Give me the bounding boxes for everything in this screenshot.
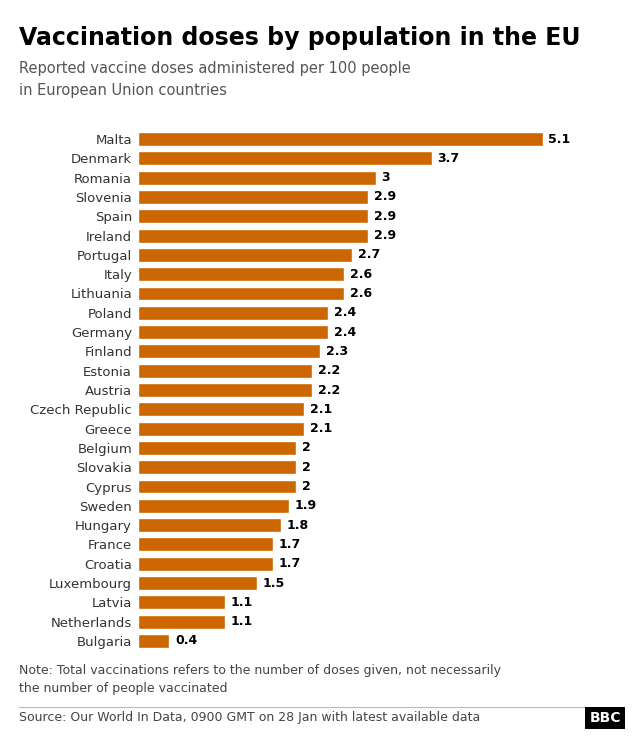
Text: 2.9: 2.9 [374,190,396,203]
Text: 2.1: 2.1 [310,403,332,416]
Bar [138,229,368,242]
Text: BBC: BBC [589,711,621,725]
Text: 2.6: 2.6 [349,268,372,280]
Text: 0.4: 0.4 [175,634,197,647]
Bar [138,190,368,204]
Text: 2.4: 2.4 [334,326,356,338]
Bar [138,286,344,301]
Bar [138,209,368,224]
Bar [138,364,312,378]
Text: 1.8: 1.8 [286,518,308,532]
Text: 2: 2 [302,480,311,493]
Bar [138,556,273,571]
Bar [138,441,296,454]
Text: 5.1: 5.1 [548,133,571,146]
Bar [138,499,289,513]
Text: 2.7: 2.7 [358,248,380,262]
Bar [138,152,431,165]
Bar [138,538,273,551]
Text: 2.4: 2.4 [334,306,356,320]
Text: 1.7: 1.7 [278,557,300,570]
Text: 2.6: 2.6 [349,287,372,300]
Text: 3.7: 3.7 [437,152,460,165]
Text: 2.2: 2.2 [318,364,340,377]
Text: 2.3: 2.3 [326,345,348,358]
Text: 1.1: 1.1 [230,596,253,609]
Bar [138,460,296,474]
Bar [138,596,225,609]
Bar [138,576,257,590]
Text: 2: 2 [302,460,311,474]
Text: 2.9: 2.9 [374,210,396,223]
Bar [138,402,305,416]
Text: 1.1: 1.1 [230,615,253,628]
Bar [138,326,328,339]
Bar [138,479,296,494]
Text: 1.9: 1.9 [294,500,316,512]
Text: Note: Total vaccinations refers to the number of doses given, not necessarily
th: Note: Total vaccinations refers to the n… [19,664,501,694]
Bar [138,422,305,436]
Bar [138,171,376,184]
Text: 1.7: 1.7 [278,538,300,551]
Text: Source: Our World In Data, 0900 GMT on 28 Jan with latest available data: Source: Our World In Data, 0900 GMT on 2… [19,711,481,724]
Bar [138,267,344,281]
Text: 2.9: 2.9 [374,229,396,242]
Text: 2.2: 2.2 [318,383,340,397]
Bar [138,634,170,648]
Bar [138,518,280,532]
Bar [138,306,328,320]
Text: Vaccination doses by population in the EU: Vaccination doses by population in the E… [19,26,580,50]
Text: 2: 2 [302,442,311,454]
Bar [138,383,312,397]
Bar [138,615,225,628]
Bar [138,344,321,358]
Bar [138,132,543,146]
Text: 3: 3 [381,171,390,184]
Text: 1.5: 1.5 [262,577,285,590]
Bar [138,248,352,262]
Text: Reported vaccine doses administered per 100 people
in European Union countries: Reported vaccine doses administered per … [19,62,411,98]
Text: 2.1: 2.1 [310,422,332,435]
